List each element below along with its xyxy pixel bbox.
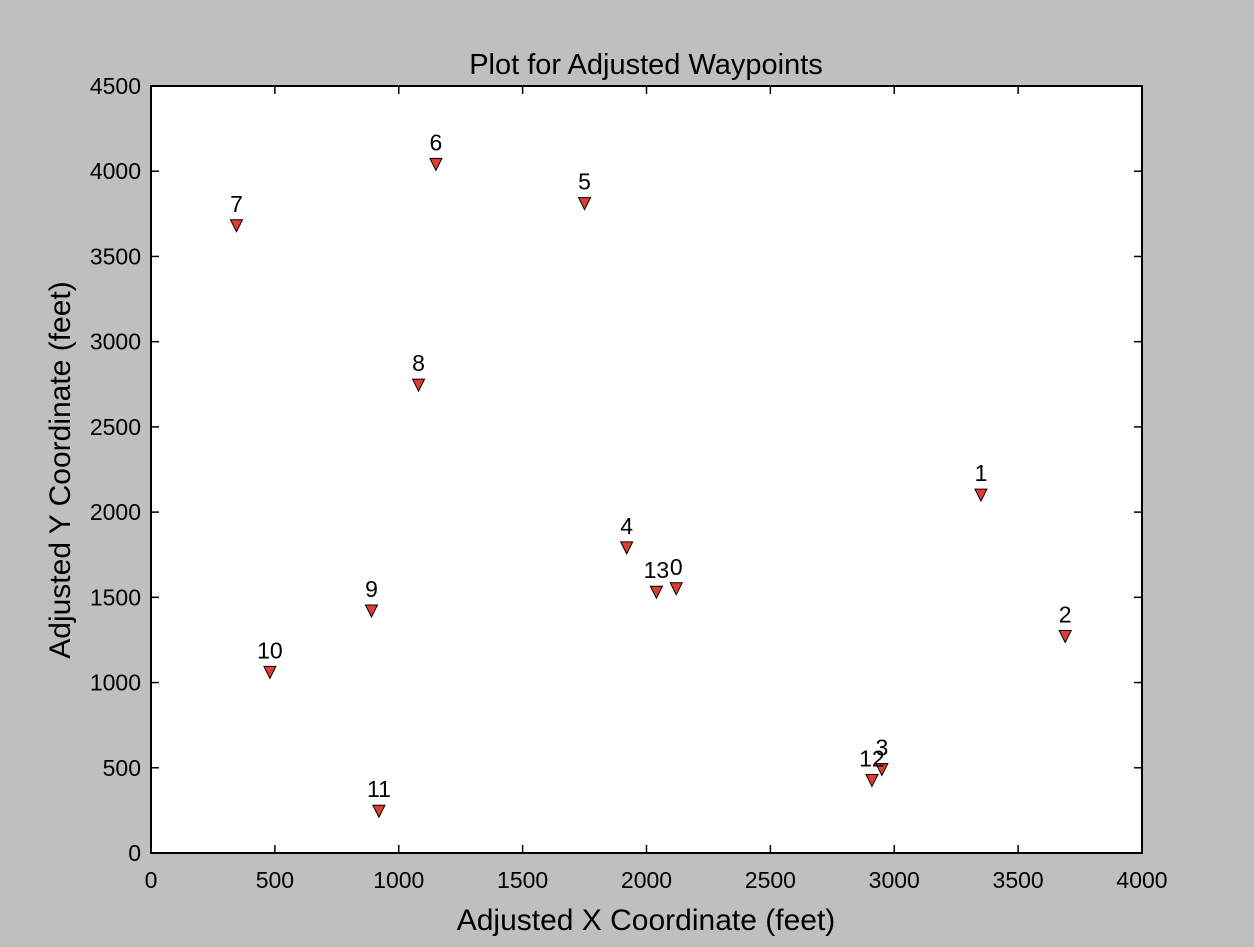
waypoint-label: 11 <box>367 776 391 802</box>
tick-labels: 0 500 1000 1500 2000 2500 3000 3500 4000 0 500 1000… <box>90 73 1168 893</box>
y-tick-label: 1000 <box>90 670 141 696</box>
x-tick-label: 2500 <box>745 867 796 893</box>
waypoint-marker <box>429 157 443 172</box>
y-tick-label: 0 <box>128 840 141 866</box>
x-tick-label: 1500 <box>497 867 548 893</box>
waypoint-label: 8 <box>412 350 425 376</box>
waypoint-label: 9 <box>365 576 378 602</box>
y-tick-label: 4500 <box>90 73 141 99</box>
waypoint-marker <box>865 774 879 788</box>
waypoint-label: 13 <box>644 557 670 583</box>
waypoint-marker <box>1058 630 1073 644</box>
x-axis-label: Adjusted X Coordinate (feet) <box>457 904 836 937</box>
y-tick-label: 3500 <box>90 243 141 269</box>
waypoint-label: 12 <box>859 746 885 772</box>
waypoint-label: 0 <box>670 554 683 580</box>
x-tick-label: 4000 <box>1116 867 1167 893</box>
y-tick-label: 2000 <box>90 499 141 525</box>
waypoint-marker <box>364 604 379 619</box>
x-tick-label: 0 <box>145 867 158 893</box>
waypoint-marker <box>669 582 684 596</box>
waypoint-label: 10 <box>257 637 283 663</box>
waypoint-marker <box>577 197 592 211</box>
waypoint-label: 4 <box>620 513 633 539</box>
y-tick-label: 3000 <box>90 329 141 355</box>
waypoint-marker <box>974 488 988 503</box>
x-tick-label: 1000 <box>373 867 424 893</box>
x-tick-label: 3000 <box>869 867 920 893</box>
waypoint-marker <box>649 585 664 600</box>
waypoint-label: 1 <box>975 460 988 486</box>
waypoint-marker <box>229 219 244 233</box>
x-tick-label: 2000 <box>621 867 672 893</box>
y-tick-label: 2500 <box>90 414 141 440</box>
plot-area <box>150 85 1143 854</box>
waypoint-marker <box>263 665 277 680</box>
waypoint-label: 6 <box>430 129 443 155</box>
y-axis-label: Adjusted Y Coordinate (feet) <box>44 281 77 658</box>
waypoint-marker <box>619 541 634 556</box>
waypoint-marker <box>411 378 426 393</box>
waypoint-label: 2 <box>1059 602 1072 628</box>
waypoint-marker <box>372 804 386 819</box>
y-tick-label: 1500 <box>90 584 141 610</box>
chart-title: Plot for Adjusted Waypoints <box>469 49 823 81</box>
waypoint-label: 3 <box>875 734 888 760</box>
x-tick-label: 3500 <box>993 867 1044 893</box>
waypoint-marker <box>875 762 889 777</box>
waypoint-label: 5 <box>578 169 591 195</box>
x-tick-label: 500 <box>256 867 294 893</box>
y-tick-label: 500 <box>103 755 141 781</box>
y-tick-label: 4000 <box>90 158 141 184</box>
waypoint-label: 7 <box>230 191 243 217</box>
axis-ticks <box>150 85 1143 854</box>
